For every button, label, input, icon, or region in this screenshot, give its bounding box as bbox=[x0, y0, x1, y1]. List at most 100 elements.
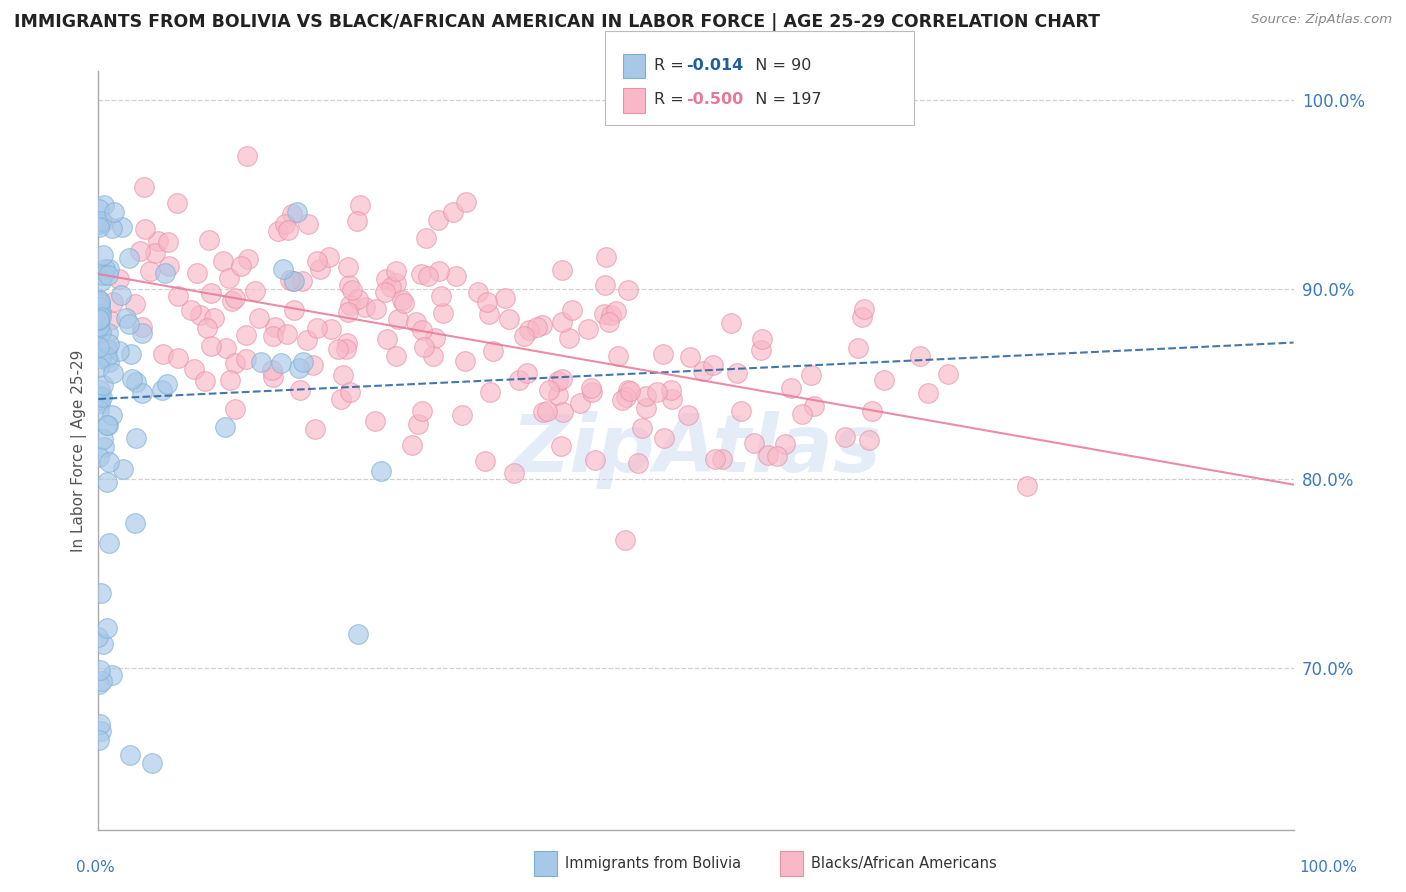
Point bbox=[89, 717, 111, 731]
Point bbox=[98, 262, 121, 277]
Point bbox=[409, 268, 432, 282]
Text: -0.500: -0.500 bbox=[686, 93, 744, 107]
Point bbox=[262, 369, 284, 384]
Point bbox=[118, 748, 141, 763]
Point bbox=[89, 295, 111, 310]
Point bbox=[531, 405, 554, 419]
Point bbox=[107, 272, 129, 286]
Point bbox=[634, 389, 657, 403]
Point bbox=[166, 289, 188, 303]
Point bbox=[401, 438, 423, 452]
Point bbox=[645, 385, 668, 400]
Point bbox=[692, 363, 714, 377]
Point bbox=[616, 283, 638, 297]
Point bbox=[547, 387, 569, 401]
Point bbox=[599, 308, 621, 322]
Point bbox=[97, 418, 120, 433]
Point bbox=[89, 383, 111, 397]
Text: IMMIGRANTS FROM BOLIVIA VS BLACK/AFRICAN AMERICAN IN LABOR FORCE | AGE 25-29 COR: IMMIGRANTS FROM BOLIVIA VS BLACK/AFRICAN… bbox=[14, 13, 1099, 31]
Point bbox=[370, 464, 392, 478]
Point bbox=[553, 405, 575, 419]
Point bbox=[141, 756, 163, 770]
Point bbox=[598, 315, 620, 329]
Point bbox=[936, 367, 959, 381]
Point bbox=[474, 453, 496, 467]
Point bbox=[249, 355, 271, 369]
Point bbox=[860, 403, 883, 417]
Point bbox=[592, 307, 614, 321]
Point bbox=[91, 248, 114, 262]
Point bbox=[652, 431, 675, 445]
Point bbox=[98, 313, 121, 327]
Point bbox=[494, 291, 516, 305]
Point bbox=[318, 250, 340, 264]
Point bbox=[384, 277, 406, 291]
Point bbox=[456, 195, 478, 210]
Point bbox=[183, 362, 205, 376]
Point bbox=[198, 233, 221, 247]
Point bbox=[374, 285, 396, 300]
Point bbox=[280, 207, 302, 221]
Point bbox=[285, 204, 308, 219]
Point bbox=[264, 320, 287, 334]
Point bbox=[156, 376, 179, 391]
Point bbox=[851, 310, 873, 325]
Point bbox=[118, 317, 141, 331]
Point bbox=[304, 422, 326, 436]
Point bbox=[117, 251, 139, 265]
Point bbox=[93, 198, 115, 212]
Point bbox=[517, 322, 540, 336]
Point bbox=[90, 351, 112, 365]
Point bbox=[157, 260, 180, 274]
Point bbox=[751, 332, 773, 346]
Point bbox=[212, 254, 235, 268]
Point bbox=[101, 220, 124, 235]
Point bbox=[730, 404, 752, 418]
Point bbox=[349, 198, 371, 212]
Point bbox=[800, 368, 823, 382]
Point bbox=[100, 668, 122, 682]
Point bbox=[526, 319, 548, 334]
Point bbox=[288, 383, 311, 397]
Point bbox=[87, 312, 110, 326]
Point bbox=[605, 303, 627, 318]
Point bbox=[93, 440, 115, 454]
Point bbox=[276, 327, 298, 342]
Point bbox=[411, 404, 433, 418]
Point bbox=[346, 213, 368, 227]
Point bbox=[547, 374, 569, 388]
Point bbox=[91, 390, 114, 404]
Point bbox=[101, 366, 124, 380]
Point bbox=[87, 318, 110, 333]
Point bbox=[308, 262, 330, 277]
Point bbox=[775, 437, 797, 451]
Point bbox=[120, 347, 142, 361]
Point bbox=[87, 312, 110, 326]
Point bbox=[391, 293, 413, 307]
Point bbox=[146, 235, 169, 249]
Point bbox=[502, 466, 524, 480]
Point bbox=[91, 378, 114, 392]
Point bbox=[90, 724, 112, 739]
Point bbox=[339, 385, 361, 400]
Point bbox=[295, 334, 318, 348]
Point bbox=[846, 342, 869, 356]
Point bbox=[416, 269, 439, 284]
Point bbox=[128, 244, 150, 259]
Point bbox=[235, 149, 257, 163]
Point bbox=[427, 212, 450, 227]
Point bbox=[354, 300, 377, 314]
Point bbox=[262, 329, 284, 343]
Point bbox=[89, 663, 111, 677]
Point bbox=[224, 291, 246, 305]
Point bbox=[537, 383, 560, 397]
Point bbox=[415, 230, 437, 244]
Point bbox=[422, 349, 444, 363]
Point bbox=[90, 325, 112, 339]
Point bbox=[91, 215, 114, 229]
Text: ZipAtlas: ZipAtlas bbox=[510, 411, 882, 490]
Point bbox=[617, 384, 640, 398]
Point bbox=[157, 235, 180, 250]
Point bbox=[229, 259, 252, 273]
Point bbox=[292, 355, 315, 369]
